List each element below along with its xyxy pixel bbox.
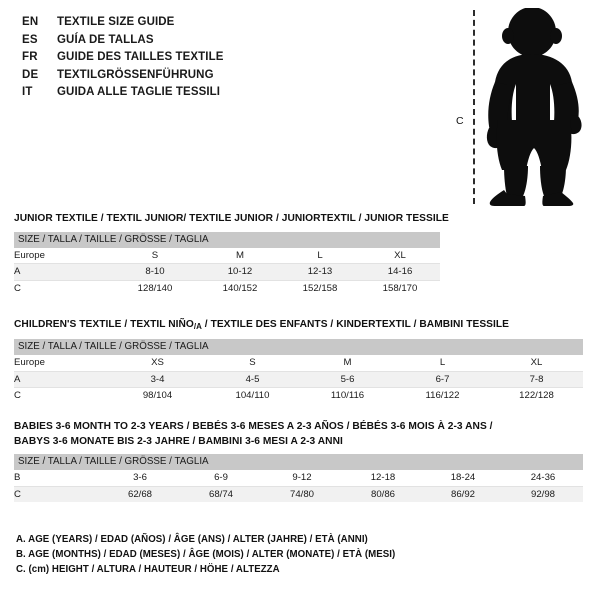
table-row: A 8-10 10-12 12-13 14-16	[14, 263, 441, 280]
babies-row0-col5: 24-36	[530, 472, 556, 483]
babies-row1-label: C	[14, 485, 99, 502]
children-row2-col1: 104/110	[205, 387, 300, 404]
junior-row0-col2: L	[317, 249, 323, 261]
height-dashed-line	[473, 10, 475, 204]
legend-line-a: A. AGE (YEARS) / EDAD (AÑOS) / ÂGE (ANS)…	[16, 534, 368, 545]
babies-row1-col4: 86/92	[423, 485, 503, 502]
children-row1-col4: 7-8	[490, 370, 584, 388]
junior-row2-col3: 158/170	[360, 279, 441, 296]
children-row0-col3: L	[439, 357, 446, 369]
language-row-de: DE TEXTILGRÖSSENFÜHRUNG	[22, 67, 402, 85]
language-code-es: ES	[22, 33, 38, 46]
junior-row0-col0: S	[151, 249, 159, 261]
language-row-it: IT GUIDA ALLE TAGLIE TESSILI	[22, 84, 402, 102]
children-row1-col1: 4-5	[205, 370, 300, 388]
children-row0-col2: M	[343, 357, 352, 369]
section-junior: JUNIOR TEXTILE / TEXTIL JUNIOR/ TEXTILE …	[14, 212, 449, 296]
babies-row1-col3: 80/86	[343, 485, 423, 502]
children-row0-col4: XL	[530, 357, 543, 369]
babies-row0-col0: 3-6	[133, 472, 147, 483]
children-heading-post: / TEXTILE DES ENFANTS / KINDERTEXTIL / B…	[201, 319, 510, 330]
children-row2-col4: 122/128	[490, 387, 584, 404]
babies-size-table: SIZE / TALLA / TAILLE / GRÖSSE / TAGLIA …	[14, 454, 583, 502]
babies-row0-col1: 6-9	[214, 472, 228, 483]
babies-row0-col3: 12-18	[370, 472, 396, 483]
language-row-es: ES GUÍA DE TALLAS	[22, 32, 402, 50]
junior-row1-col0: 8-10	[110, 263, 200, 280]
legend-line-c: C. (cm) HEIGHT / ALTURA / HAUTEUR / HÖHE…	[16, 564, 280, 576]
children-size-bar-label: SIZE / TALLA / TAILLE / GRÖSSE / TAGLIA	[14, 339, 584, 356]
children-table-bar-row: SIZE / TALLA / TAILLE / GRÖSSE / TAGLIA	[14, 339, 584, 356]
section-children: CHILDREN'S TEXTILE / TEXTIL NIÑO/A / TEX…	[14, 318, 584, 404]
junior-row0-col1: M	[236, 249, 244, 261]
junior-row1-label: A	[14, 263, 110, 280]
height-measure-label: C	[456, 115, 464, 127]
language-title-fr: GUIDE DES TAILLES TEXTILE	[57, 51, 224, 64]
table-row: A 3-4 4-5 5-6 6-7 7-8	[14, 370, 584, 388]
children-row1-label: A	[14, 370, 110, 388]
children-row1-col3: 6-7	[395, 370, 490, 388]
legend-footer: A. AGE (YEARS) / EDAD (AÑOS) / ÂGE (ANS)…	[16, 532, 576, 578]
table-row: Europe S M L XL	[14, 248, 440, 264]
babies-row0-col4: 18-24	[450, 472, 476, 483]
language-title-en: TEXTILE SIZE GUIDE	[57, 16, 175, 28]
junior-table-bar-row: SIZE / TALLA / TAILLE / GRÖSSE / TAGLIA	[14, 231, 441, 248]
table-row: C 128/140 140/152 152/158 158/170	[14, 279, 441, 296]
language-title-de: TEXTILGRÖSSENFÜHRUNG	[57, 68, 214, 81]
language-code-it: IT	[22, 86, 33, 99]
babies-row1-col1: 68/74	[181, 485, 261, 502]
toddler-silhouette-icon	[486, 8, 582, 206]
junior-row2-col0: 128/140	[110, 279, 200, 296]
children-row1-col2: 5-6	[300, 370, 395, 388]
language-code-de: DE	[22, 68, 39, 81]
table-row: B 3-6 6-9 9-12 12-18 18-24 24-36	[14, 470, 583, 486]
babies-size-bar-label: SIZE / TALLA / TAILLE / GRÖSSE / TAGLIA	[14, 454, 583, 470]
language-code-fr: FR	[22, 51, 38, 64]
language-title-block: EN TEXTILE SIZE GUIDE ES GUÍA DE TALLAS …	[22, 14, 402, 102]
junior-size-table: SIZE / TALLA / TAILLE / GRÖSSE / TAGLIA …	[14, 231, 441, 296]
children-size-table: SIZE / TALLA / TAILLE / GRÖSSE / TAGLIA …	[14, 339, 584, 404]
height-measurement-figure: C	[448, 8, 594, 206]
junior-row0-label: Europe	[14, 249, 45, 261]
language-title-es: GUÍA DE TALLAS	[57, 33, 154, 46]
table-row: C 62/68 68/74 74/80 80/86 86/92 92/98	[14, 485, 583, 502]
language-code-en: EN	[22, 16, 39, 28]
junior-row1-col1: 10-12	[200, 263, 280, 280]
children-row1-col0: 3-4	[110, 370, 205, 388]
babies-row0-label: B	[14, 472, 21, 483]
section-babies: BABIES 3-6 MONTH TO 2-3 YEARS / BEBÉS 3-…	[14, 420, 583, 502]
junior-section-heading: JUNIOR TEXTILE / TEXTIL JUNIOR/ TEXTILE …	[14, 213, 449, 224]
children-row2-label: C	[14, 387, 110, 404]
table-row: C 98/104 104/110 110/116 116/122 122/128	[14, 387, 584, 404]
legend-line-b: B. AGE (MONTHS) / EDAD (MESES) / ÂGE (MO…	[16, 549, 396, 561]
table-row: Europe XS S M L XL	[14, 355, 583, 371]
babies-section-heading-line2: BABYS 3-6 MONATE BIS 2-3 JAHRE / BAMBINI…	[14, 435, 343, 447]
babies-table-bar-row: SIZE / TALLA / TAILLE / GRÖSSE / TAGLIA	[14, 454, 583, 470]
junior-row0-col3: XL	[394, 249, 406, 261]
children-row0-label: Europe	[14, 357, 45, 369]
junior-row1-col3: 14-16	[360, 263, 441, 280]
babies-row0-col2: 9-12	[292, 472, 312, 483]
babies-section-heading-line1: BABIES 3-6 MONTH TO 2-3 YEARS / BEBÉS 3-…	[14, 421, 493, 432]
children-row2-col2: 110/116	[300, 387, 395, 404]
junior-row2-col2: 152/158	[280, 279, 360, 296]
junior-row2-label: C	[14, 279, 110, 296]
children-section-heading: CHILDREN'S TEXTILE / TEXTIL NIÑO/A / TEX…	[14, 318, 583, 334]
babies-row1-col5: 92/98	[503, 485, 583, 502]
junior-row2-col1: 140/152	[200, 279, 280, 296]
children-row2-col0: 98/104	[110, 387, 205, 404]
children-heading-subscript: /A	[193, 321, 202, 331]
junior-row1-col2: 12-13	[280, 263, 360, 280]
children-heading-pre: CHILDREN'S TEXTILE / TEXTIL NIÑO	[14, 319, 194, 330]
children-row0-col0: XS	[151, 357, 164, 369]
language-row-fr: FR GUIDE DES TAILLES TEXTILE	[22, 49, 402, 67]
language-row-en: EN TEXTILE SIZE GUIDE	[22, 14, 402, 32]
babies-row1-col2: 74/80	[261, 485, 343, 502]
junior-size-bar-label: SIZE / TALLA / TAILLE / GRÖSSE / TAGLIA	[14, 231, 441, 248]
babies-row1-col0: 62/68	[99, 485, 181, 502]
children-row0-col1: S	[249, 357, 256, 369]
children-row2-col3: 116/122	[395, 387, 490, 404]
language-title-it: GUIDA ALLE TAGLIE TESSILI	[57, 86, 221, 99]
